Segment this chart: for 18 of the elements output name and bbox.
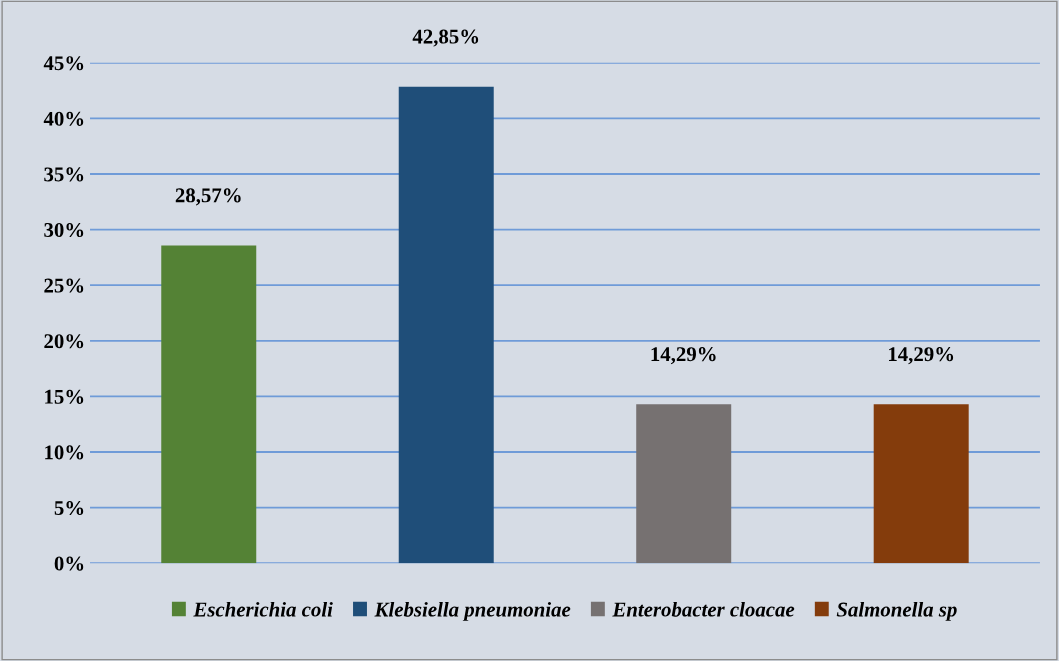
y-tick-label: 25%	[44, 278, 84, 293]
legend-label: Escherichia coli	[193, 601, 333, 617]
legend-label: Enterobacter cloacae	[612, 601, 795, 617]
y-tick-label: 45%	[43, 56, 84, 71]
y-tick-label: 5%	[54, 500, 84, 516]
y-tick-label: 20%	[44, 334, 84, 349]
y-tick-label: 30%	[44, 222, 84, 238]
legend-label: Salmonella sp	[836, 601, 957, 621]
y-tick-label: 0%	[54, 556, 84, 571]
data-label: 14,29%	[889, 347, 954, 365]
data-label: 42,85%	[412, 29, 479, 47]
y-tick-label: 35%	[44, 167, 84, 182]
y-tick-label: 15%	[45, 389, 84, 404]
y-tick-label: 40%	[43, 111, 84, 126]
data-label: 28,57%	[175, 188, 241, 206]
data-label: 14,29%	[651, 347, 716, 365]
legend-label: Klebsiella pneumoniae	[374, 601, 571, 621]
y-tick-label: 10%	[45, 445, 84, 460]
